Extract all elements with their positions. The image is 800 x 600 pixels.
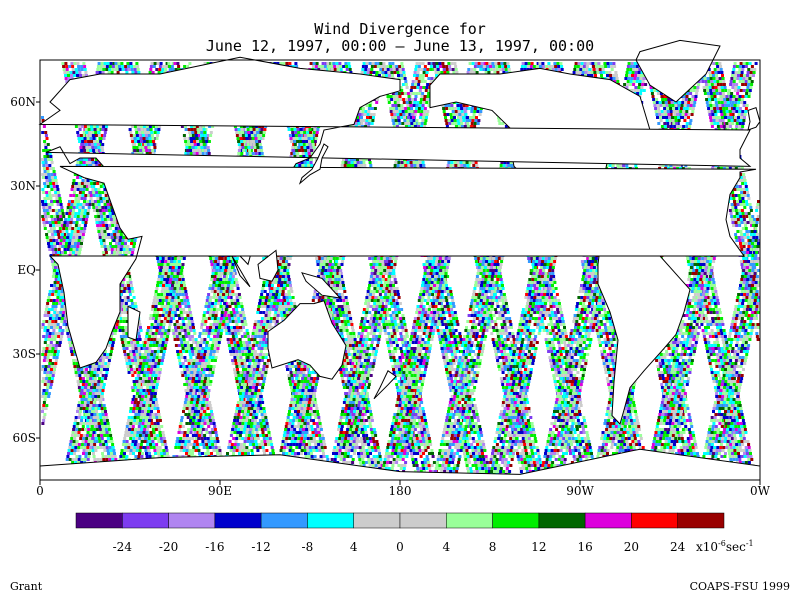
land-mass (747, 106, 761, 131)
y-tick-label: 30S (13, 347, 37, 361)
colorbar-label: 24 (670, 540, 686, 554)
y-tick-label: EQ (17, 263, 36, 277)
colorbar-swatch (538, 512, 586, 529)
colorbar-label: 12 (531, 540, 546, 554)
land-mass (127, 305, 141, 341)
x-tick-label: 0W (750, 484, 771, 498)
x-tick-label: 180 (389, 484, 412, 498)
credit-right: COAPS-FSU 1999 (690, 580, 790, 593)
x-axis: 0 90E 180 90W 0W (36, 480, 771, 498)
colorbar-swatch (75, 512, 123, 529)
land-mass (231, 255, 251, 288)
x-tick-label: 90W (566, 484, 594, 498)
colorbar-label: 8 (489, 540, 497, 554)
colorbar-swatch (446, 512, 493, 529)
colorbar-label: -16 (205, 540, 224, 554)
credit-left: Grant (10, 580, 42, 593)
colorbar-label: -24 (113, 540, 133, 554)
chart-subtitle: June 12, 1997, 00:00 – June 13, 1997, 00… (0, 37, 800, 55)
land-mass (257, 249, 279, 282)
y-axis: 60N 30N EQ 30S 60S (10, 95, 40, 445)
y-tick-label: 60S (13, 431, 37, 445)
colorbar-swatch (631, 512, 678, 529)
colorbar-label: 20 (624, 540, 639, 554)
colorbar-label: -8 (302, 540, 314, 554)
colorbar-swatch (677, 512, 725, 529)
colorbar-swatch (307, 512, 354, 529)
colorbar-label: 4 (350, 540, 358, 554)
y-tick-label: 30N (10, 179, 36, 193)
land-layer (38, 39, 761, 481)
land-mass (267, 300, 347, 380)
colorbar-label: 0 (396, 540, 404, 554)
colorbar-label: -12 (251, 540, 270, 554)
colorbar-swatch (122, 512, 169, 529)
colorbar-swatch (399, 512, 447, 529)
colorbar-label: -20 (159, 540, 178, 554)
land-mass (597, 235, 691, 425)
land-mass (298, 143, 329, 185)
colorbar-label: 16 (577, 540, 592, 554)
land-mass (301, 272, 342, 299)
y-tick-label: 60N (10, 95, 36, 109)
land-mass (373, 370, 397, 400)
colorbar-swatch (214, 512, 262, 529)
colorbar-swatch (168, 512, 216, 529)
chart-title: Wind Divergence for (0, 20, 800, 38)
colorbar-swatch (492, 512, 540, 529)
colorbar-unit: x10-6sec-1 (696, 539, 754, 554)
colorbar-swatch (584, 512, 632, 529)
x-tick-label: 90E (208, 484, 232, 498)
colorbar: -24 -20 -16 -12 -8 4 0 4 8 12 16 20 24 x10-6sec-1 (75, 512, 754, 554)
colorbar-swatch (260, 512, 308, 529)
x-tick-label: 0 (36, 484, 44, 498)
land-mass (48, 165, 757, 369)
land-mass (635, 39, 721, 103)
colorbar-label: 4 (442, 540, 450, 554)
colorbar-swatch (353, 512, 401, 529)
